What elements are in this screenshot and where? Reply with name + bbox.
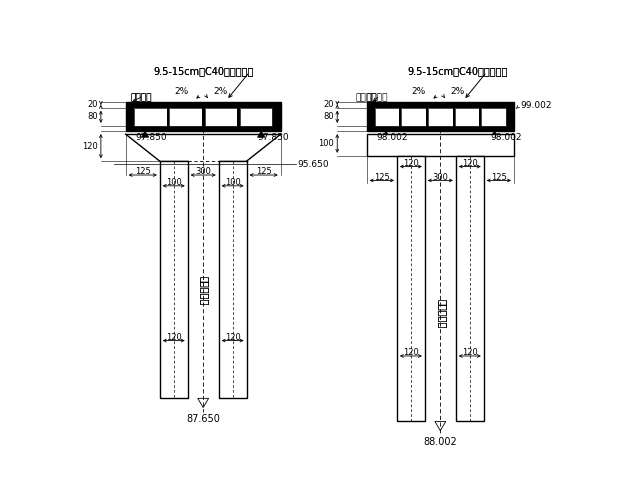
Bar (170, 108, 202, 126)
Bar (366, 108, 375, 126)
Text: 100: 100 (319, 139, 334, 148)
Text: 设计高程: 设计高程 (366, 93, 388, 102)
Text: 120: 120 (462, 348, 478, 358)
Text: 125: 125 (256, 168, 271, 177)
Text: 9.5-15cm厚C40防水砼铺装: 9.5-15cm厚C40防水砼铺装 (407, 65, 507, 76)
Bar (481, 108, 506, 126)
Text: 80: 80 (324, 112, 334, 122)
Polygon shape (170, 161, 178, 167)
Text: 设计高程: 设计高程 (130, 93, 152, 102)
Polygon shape (382, 131, 390, 137)
Text: 20: 20 (324, 100, 334, 109)
Bar (453, 108, 455, 126)
Bar (397, 156, 425, 422)
Text: 80: 80 (87, 112, 97, 122)
Text: 100: 100 (166, 178, 181, 187)
Bar (366, 102, 514, 131)
Text: 125: 125 (491, 173, 507, 182)
Text: 路线中心线: 路线中心线 (437, 299, 447, 328)
Bar (125, 102, 281, 131)
Text: 125: 125 (135, 168, 151, 177)
Text: 120: 120 (462, 159, 478, 168)
Bar (204, 108, 237, 126)
Text: 88.002: 88.002 (424, 437, 457, 447)
Bar (240, 108, 272, 126)
Text: 路线中心线: 路线中心线 (200, 276, 210, 305)
Bar (272, 108, 281, 126)
Text: 9.5-15cm厚C40防水砼铺装: 9.5-15cm厚C40防水砼铺装 (153, 65, 253, 76)
Polygon shape (466, 156, 474, 162)
Text: 100: 100 (225, 178, 240, 187)
Polygon shape (407, 156, 415, 162)
Bar (202, 108, 204, 126)
Text: 2%: 2% (213, 87, 227, 96)
Text: 20: 20 (88, 100, 97, 109)
Bar (125, 126, 281, 131)
Bar (366, 134, 514, 156)
Text: 120: 120 (225, 333, 240, 342)
Text: 125: 125 (374, 173, 390, 182)
Bar (166, 108, 170, 126)
Text: 97.850: 97.850 (135, 133, 167, 142)
Text: 2%: 2% (412, 87, 426, 96)
Bar (479, 108, 481, 126)
Polygon shape (491, 131, 499, 137)
Text: 路线中心线: 路线中心线 (437, 299, 447, 328)
Polygon shape (141, 131, 149, 137)
Bar (375, 108, 399, 126)
Text: 2%: 2% (450, 87, 465, 96)
Polygon shape (258, 131, 265, 137)
Bar (456, 156, 484, 422)
Bar (366, 102, 514, 108)
Text: 300: 300 (195, 168, 211, 177)
Bar (366, 126, 514, 131)
Text: 路线中心线: 路线中心线 (200, 276, 210, 305)
Bar (455, 108, 479, 126)
Polygon shape (229, 161, 237, 167)
Bar (237, 108, 240, 126)
Text: 95.650: 95.650 (297, 160, 329, 169)
Text: 87.650: 87.650 (186, 414, 220, 424)
Text: 120: 120 (82, 142, 97, 151)
Text: 120: 120 (403, 348, 419, 358)
Text: 97.850: 97.850 (257, 133, 289, 142)
Text: 9.5-15cm厚C40防水砾铺装: 9.5-15cm厚C40防水砾铺装 (407, 65, 507, 76)
Bar (426, 108, 428, 126)
Text: 300: 300 (432, 173, 448, 182)
Text: 120: 120 (166, 333, 181, 342)
Text: 98.002: 98.002 (376, 133, 408, 142)
Text: 120: 120 (403, 159, 419, 168)
Text: 2%: 2% (175, 87, 189, 96)
Bar (219, 161, 247, 398)
Text: 设计高程: 设计高程 (130, 93, 152, 102)
Text: 98.002: 98.002 (491, 133, 522, 142)
Bar (506, 108, 514, 126)
Text: 9.5-15cm厚C40防水砾铺装: 9.5-15cm厚C40防水砾铺装 (153, 65, 253, 76)
Text: 设计高程: 设计高程 (356, 93, 378, 102)
Bar (125, 102, 281, 108)
Bar (399, 108, 401, 126)
Bar (401, 108, 426, 126)
Bar (428, 108, 453, 126)
Text: 99.002: 99.002 (520, 101, 551, 110)
Bar (134, 108, 166, 126)
Bar (160, 161, 188, 398)
Bar (125, 108, 134, 126)
